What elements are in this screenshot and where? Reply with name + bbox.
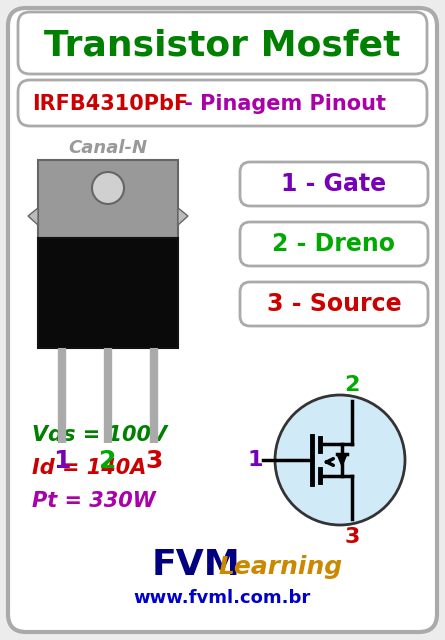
Text: FVM: FVM	[152, 548, 241, 582]
Polygon shape	[178, 208, 188, 225]
Polygon shape	[337, 454, 347, 466]
Circle shape	[92, 172, 124, 204]
Polygon shape	[28, 208, 38, 225]
Text: Pt = 330W: Pt = 330W	[32, 491, 156, 511]
Text: - Pinagem Pinout: - Pinagem Pinout	[177, 94, 386, 114]
Text: www.fvml.com.br: www.fvml.com.br	[134, 589, 311, 607]
Text: 3 - Source: 3 - Source	[267, 292, 401, 316]
FancyBboxPatch shape	[18, 80, 427, 126]
FancyBboxPatch shape	[240, 162, 428, 206]
Text: 2 - Dreno: 2 - Dreno	[272, 232, 396, 256]
FancyBboxPatch shape	[8, 8, 437, 632]
FancyBboxPatch shape	[38, 160, 178, 238]
Text: 3: 3	[146, 449, 163, 473]
Text: Learning: Learning	[218, 555, 342, 579]
FancyBboxPatch shape	[18, 12, 427, 74]
Text: 2: 2	[99, 449, 117, 473]
Text: IRFB4310PbF: IRFB4310PbF	[32, 94, 188, 114]
FancyBboxPatch shape	[240, 222, 428, 266]
Text: Vds = 100V: Vds = 100V	[32, 425, 167, 445]
Circle shape	[275, 395, 405, 525]
Text: Transistor Mosfet: Transistor Mosfet	[44, 28, 400, 62]
Text: 2: 2	[344, 375, 360, 395]
Text: 3: 3	[344, 527, 360, 547]
Text: Id = 140A: Id = 140A	[32, 458, 146, 478]
FancyBboxPatch shape	[240, 282, 428, 326]
Text: 1: 1	[247, 450, 263, 470]
Text: 1: 1	[53, 449, 71, 473]
Text: Canal-N: Canal-N	[69, 139, 148, 157]
Text: 1 - Gate: 1 - Gate	[281, 172, 387, 196]
FancyBboxPatch shape	[38, 238, 178, 348]
